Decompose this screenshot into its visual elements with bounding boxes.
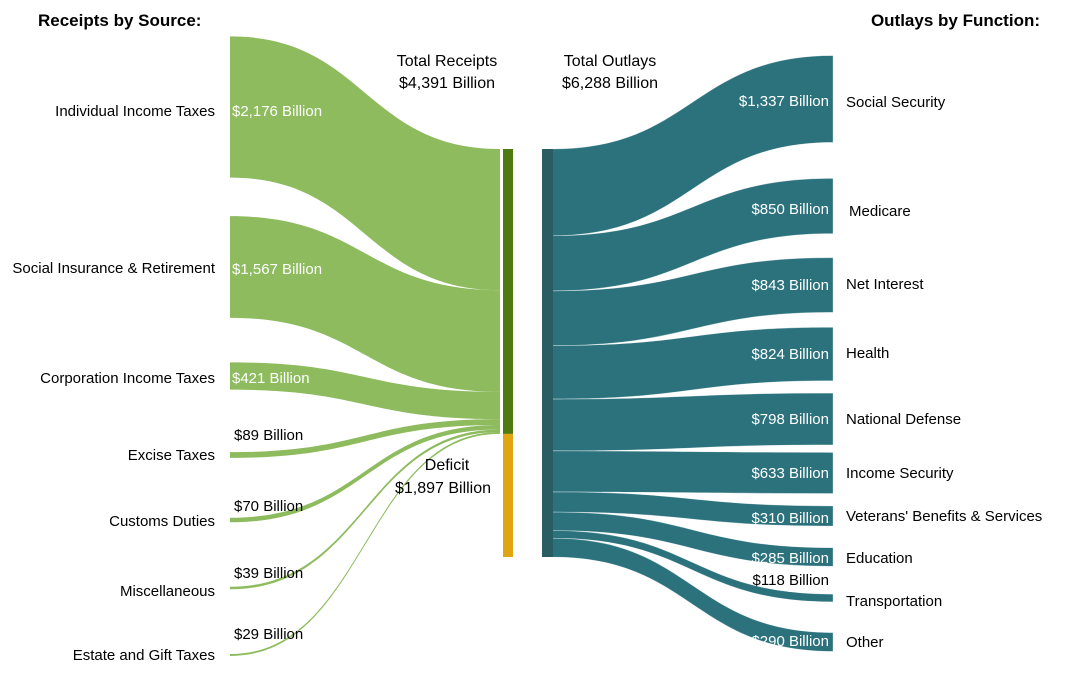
receipt-label-corporation-income-taxes: Corporation Income Taxes <box>40 370 215 387</box>
center-bars <box>503 149 553 557</box>
receipt-flow-excise-taxes <box>230 419 500 458</box>
outlay-flows <box>551 55 834 652</box>
deficit-label: Deficit <box>425 457 470 474</box>
outlay-label-other: Other <box>846 634 884 651</box>
outlay-label-education: Education <box>846 550 913 567</box>
outlay-label-income-security: Income Security <box>846 465 954 482</box>
outlay-flow-income-security <box>551 450 834 494</box>
outlay-flow-net-interest <box>551 257 834 346</box>
receipt-flows <box>230 36 500 656</box>
outlay-amount-net-interest: $843 Billion <box>751 277 829 294</box>
outlay-flow-national-defense <box>551 392 834 452</box>
outlay-amount-health: $824 Billion <box>751 346 829 363</box>
outlay-amount-social-security: $1,337 Billion <box>739 93 829 110</box>
total-receipts-label: Total Receipts <box>397 53 498 70</box>
total-outlays-label: Total Outlays <box>564 53 656 70</box>
outlay-amount-income-security: $633 Billion <box>751 465 829 482</box>
outlay-label-veterans-benefits-and-services: Veterans' Benefits & Services <box>846 508 1042 525</box>
receipt-label-customs-duties: Customs Duties <box>109 513 215 530</box>
outlay-flow-veterans-benefits-and-services <box>551 491 834 527</box>
outlay-flow-education <box>551 511 834 567</box>
outlay-flow-medicare <box>551 178 834 292</box>
outlay-flow-transportation <box>551 530 834 603</box>
outlay-amount-other: $290 Billion <box>751 633 829 650</box>
receipt-flow-social-insurance-and-retirement <box>230 216 500 392</box>
receipt-label-excise-taxes: Excise Taxes <box>128 447 215 464</box>
receipt-flow-miscellaneous <box>230 429 500 590</box>
receipt-amount-corporation-income-taxes: $421 Billion <box>232 370 310 387</box>
receipt-flow-customs-duties <box>230 424 500 523</box>
deficit-value: $1,897 Billion <box>395 480 491 497</box>
total-receipts-bar <box>503 149 513 434</box>
receipt-label-social-insurance-and-retirement: Social Insurance & Retirement <box>12 260 215 277</box>
receipt-flow-corporation-income-taxes <box>230 362 500 420</box>
receipt-amount-customs-duties: $70 Billion <box>234 498 303 515</box>
receipt-amount-social-insurance-and-retirement: $1,567 Billion <box>232 261 322 278</box>
total-outlays-bar <box>542 149 553 557</box>
receipt-amount-individual-income-taxes: $2,176 Billion <box>232 103 322 120</box>
outlay-flow-health <box>551 326 834 400</box>
outlay-label-health: Health <box>846 345 889 362</box>
total-receipts-value: $4,391 Billion <box>399 75 495 92</box>
outlay-amount-veterans-benefits-and-services: $310 Billion <box>751 510 829 527</box>
outlay-amount-transportation: $118 Billion <box>753 572 829 589</box>
outlay-label-national-defense: National Defense <box>846 411 961 428</box>
outlay-label-net-interest: Net Interest <box>846 276 924 293</box>
outlay-flow-other <box>551 537 834 652</box>
outlay-label-medicare: Medicare <box>849 203 911 220</box>
receipt-label-individual-income-taxes: Individual Income Taxes <box>55 103 215 120</box>
total-outlays-value: $6,288 Billion <box>562 75 658 92</box>
receipts-title: Receipts by Source: <box>38 11 201 30</box>
outlay-amount-medicare: $850 Billion <box>751 201 829 218</box>
outlay-amount-national-defense: $798 Billion <box>751 411 829 428</box>
receipt-amount-excise-taxes: $89 Billion <box>234 427 303 444</box>
outlay-amount-education: $285 Billion <box>751 550 829 567</box>
outlay-flow-social-security <box>551 55 834 237</box>
receipt-flow-estate-and-gift-taxes <box>230 432 500 656</box>
outlays-title: Outlays by Function: <box>871 11 1040 30</box>
receipt-label-miscellaneous: Miscellaneous <box>120 583 215 600</box>
outlay-label-social-security: Social Security <box>846 94 946 111</box>
flow-labels: Individual Income Taxes $2,176 Billion Soc… <box>12 93 1042 664</box>
receipt-amount-miscellaneous: $39 Billion <box>234 565 303 582</box>
outlay-label-transportation: Transportation <box>846 593 942 610</box>
receipt-flow-individual-income-taxes <box>230 36 500 291</box>
receipt-label-estate-and-gift-taxes: Estate and Gift Taxes <box>73 647 215 664</box>
deficit-bar <box>503 433 513 557</box>
receipt-amount-estate-and-gift-taxes: $29 Billion <box>234 626 303 643</box>
